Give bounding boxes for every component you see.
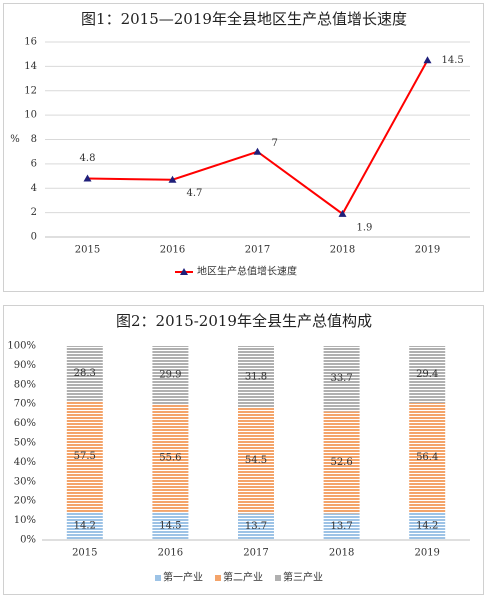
legend-label: 第二产业 [223, 571, 263, 584]
data-label: 31.8 [245, 371, 267, 382]
y-tick-label: 30% [14, 476, 36, 487]
marker [83, 174, 92, 182]
y-axis-label: % [10, 134, 20, 145]
x-tick-label: 2016 [158, 548, 183, 559]
bar-segment [323, 411, 360, 514]
bar-segment [323, 513, 360, 540]
x-tick-label: 2018 [330, 245, 355, 256]
chart-frame [3, 3, 484, 292]
y-tick-label: 0 [31, 232, 37, 243]
data-label: 55.6 [159, 452, 181, 463]
marker [338, 209, 347, 217]
x-tick-label: 2019 [415, 245, 440, 256]
y-tick-label: 4 [31, 183, 37, 194]
data-label: 14.5 [442, 55, 464, 66]
legend-swatch [215, 575, 221, 581]
y-tick-label: 100% [7, 341, 36, 352]
y-tick-label: 10 [24, 110, 37, 121]
bar-segment [238, 407, 274, 514]
bar-segment [238, 513, 274, 540]
data-label: 14.2 [416, 521, 438, 532]
bar-segment [66, 512, 103, 540]
data-label: 7 [272, 138, 278, 149]
y-tick-label: 10% [14, 515, 36, 526]
data-label: 13.7 [245, 521, 267, 532]
y-tick-label: 14 [24, 61, 37, 72]
legend-label: 第三产业 [283, 571, 323, 584]
y-tick-label: 12 [24, 85, 37, 96]
legend-swatch [155, 575, 161, 581]
y-tick-label: 40% [14, 457, 36, 468]
data-label: 29.4 [416, 369, 438, 380]
y-tick-label: 80% [14, 379, 36, 390]
legend-swatch [275, 575, 281, 581]
x-tick-label: 2017 [243, 548, 268, 559]
data-label: 4.8 [80, 153, 96, 164]
legend-label: 第一产业 [163, 571, 203, 584]
chart-title: 图2：2015-2019年全县生产总值构成 [116, 312, 372, 330]
x-tick-label: 2015 [75, 245, 100, 256]
data-label: 57.5 [74, 451, 96, 462]
y-tick-label: 20% [14, 496, 36, 507]
data-label: 13.7 [330, 521, 352, 532]
x-tick-label: 2017 [245, 245, 270, 256]
bar-segment [152, 346, 189, 405]
data-label: 14.2 [74, 521, 96, 532]
data-label: 29.9 [159, 370, 181, 381]
x-tick-label: 2016 [160, 245, 185, 256]
x-tick-label: 2018 [329, 548, 354, 559]
data-label: 54.5 [245, 455, 267, 466]
data-label: 56.4 [416, 452, 438, 463]
marker [423, 56, 432, 64]
data-label: 4.7 [187, 188, 203, 199]
y-tick-label: 70% [14, 399, 36, 410]
data-label: 28.3 [74, 368, 96, 379]
marker [253, 147, 262, 155]
y-tick-label: 2 [31, 207, 37, 218]
data-label: 52.6 [330, 457, 352, 468]
data-label: 14.5 [159, 520, 181, 531]
chart-title: 图1：2015—2019年全县地区生产总值增长速度 [81, 10, 407, 28]
y-tick-label: 90% [14, 360, 36, 371]
data-label: 33.7 [330, 373, 352, 384]
bar-segment [409, 512, 446, 540]
y-tick-label: 0% [20, 535, 36, 546]
bar-segment [409, 403, 446, 513]
bar-segment [152, 511, 189, 540]
marker [168, 175, 177, 183]
y-tick-label: 50% [14, 438, 36, 449]
y-tick-label: 8 [31, 134, 37, 145]
y-tick-label: 60% [14, 418, 36, 429]
y-tick-label: 6 [31, 158, 37, 169]
bar-segment [66, 346, 103, 401]
data-label: 1.9 [357, 222, 373, 233]
x-tick-label: 2015 [72, 548, 97, 559]
y-tick-label: 16 [24, 37, 37, 48]
bar-segment [152, 404, 189, 512]
bar-segment [323, 346, 360, 412]
bar-segment [66, 400, 103, 513]
legend-marker [180, 268, 188, 275]
bar-segment [238, 346, 274, 408]
bar-segment [409, 346, 446, 404]
legend-label: 地区生产总值增长速度 [197, 265, 297, 278]
x-tick-label: 2019 [414, 548, 439, 559]
